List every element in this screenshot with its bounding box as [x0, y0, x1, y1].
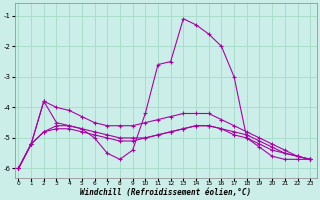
X-axis label: Windchill (Refroidissement éolien,°C): Windchill (Refroidissement éolien,°C): [80, 188, 251, 197]
